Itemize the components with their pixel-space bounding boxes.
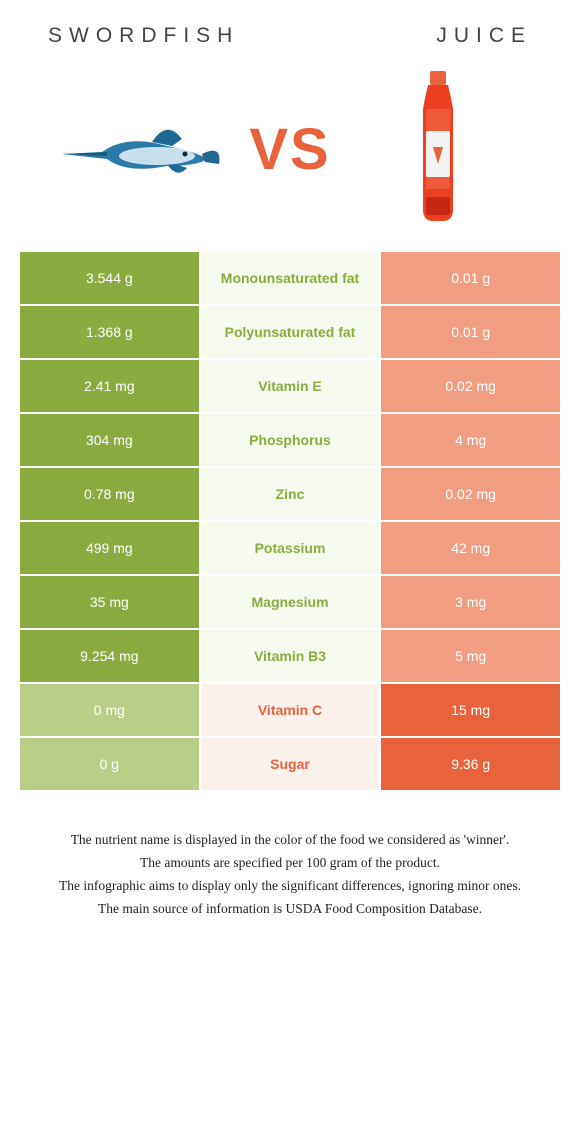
footer-line-3: The infographic aims to display only the…	[32, 876, 548, 897]
right-value: 0.01 g	[381, 250, 560, 304]
right-value: 42 mg	[381, 520, 560, 574]
left-value: 0 mg	[20, 682, 201, 736]
right-value: 0.02 mg	[381, 466, 560, 520]
left-value: 2.41 mg	[20, 358, 201, 412]
table-row: 9.254 mgVitamin B35 mg	[20, 628, 560, 682]
right-title: JUICE	[436, 24, 532, 48]
swordfish-icon	[57, 104, 227, 194]
nutrient-label: Magnesium	[201, 574, 382, 628]
right-value: 9.36 g	[381, 736, 560, 790]
right-value: 5 mg	[381, 628, 560, 682]
nutrient-label: Monounsaturated fat	[201, 250, 382, 304]
right-value: 4 mg	[381, 412, 560, 466]
header: SWORDFISH JUICE	[0, 0, 580, 60]
nutrient-label: Vitamin C	[201, 682, 382, 736]
images-row: VS	[0, 60, 580, 250]
footer-notes: The nutrient name is displayed in the co…	[0, 790, 580, 942]
right-value: 15 mg	[381, 682, 560, 736]
left-value: 499 mg	[20, 520, 201, 574]
footer-line-2: The amounts are specified per 100 gram o…	[32, 853, 548, 874]
table-row: 35 mgMagnesium3 mg	[20, 574, 560, 628]
footer-line-4: The main source of information is USDA F…	[32, 899, 548, 920]
nutrient-label: Phosphorus	[201, 412, 382, 466]
infographic-container: SWORDFISH JUICE VS	[0, 0, 580, 1144]
table-row: 1.368 gPolyunsaturated fat0.01 g	[20, 304, 560, 358]
nutrient-table: 3.544 gMonounsaturated fat0.01 g1.368 gP…	[20, 250, 560, 790]
table-row: 304 mgPhosphorus4 mg	[20, 412, 560, 466]
table-row: 499 mgPotassium42 mg	[20, 520, 560, 574]
juice-image	[337, 69, 540, 229]
right-value: 3 mg	[381, 574, 560, 628]
table-row: 0.78 mgZinc0.02 mg	[20, 466, 560, 520]
bottle-icon	[403, 69, 473, 229]
left-value: 1.368 g	[20, 304, 201, 358]
nutrient-label: Vitamin E	[201, 358, 382, 412]
left-value: 0.78 mg	[20, 466, 201, 520]
left-value: 0 g	[20, 736, 201, 790]
table-row: 0 gSugar9.36 g	[20, 736, 560, 790]
swordfish-image	[40, 104, 243, 194]
left-value: 3.544 g	[20, 250, 201, 304]
nutrient-label: Polyunsaturated fat	[201, 304, 382, 358]
left-title: SWORDFISH	[48, 24, 239, 48]
left-value: 35 mg	[20, 574, 201, 628]
right-value: 0.02 mg	[381, 358, 560, 412]
nutrient-label: Potassium	[201, 520, 382, 574]
nutrient-label: Zinc	[201, 466, 382, 520]
table-row: 2.41 mgVitamin E0.02 mg	[20, 358, 560, 412]
table-row: 0 mgVitamin C15 mg	[20, 682, 560, 736]
vs-label: VS	[249, 116, 330, 183]
nutrient-label: Sugar	[201, 736, 382, 790]
left-value: 9.254 mg	[20, 628, 201, 682]
table-row: 3.544 gMonounsaturated fat0.01 g	[20, 250, 560, 304]
right-value: 0.01 g	[381, 304, 560, 358]
left-value: 304 mg	[20, 412, 201, 466]
nutrient-label: Vitamin B3	[201, 628, 382, 682]
footer-line-1: The nutrient name is displayed in the co…	[32, 830, 548, 851]
